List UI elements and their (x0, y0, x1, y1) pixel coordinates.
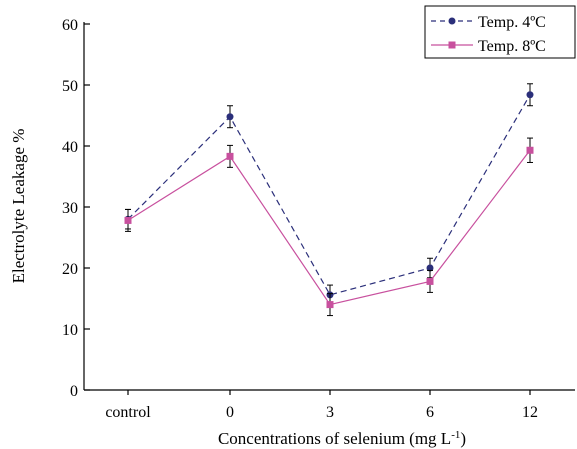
data-point (526, 91, 534, 99)
y-tick-label: 0 (70, 383, 78, 400)
y-tick-label: 10 (62, 322, 78, 339)
data-point (426, 264, 434, 272)
data-point (526, 146, 534, 154)
y-ticks: 0 10 20 30 40 50 60 (62, 17, 90, 400)
legend-box (424, 5, 576, 59)
y-axis-label: Electrolyte Leakage % (9, 129, 28, 284)
x-axis-label: Concentrations of selenium (mg L-1) (218, 429, 466, 448)
data-point (124, 216, 132, 224)
x-axis-label-suffix: ) (460, 429, 466, 448)
data-point (226, 152, 234, 160)
x-ticks: control 0 3 6 12 (105, 390, 538, 421)
y-tick-label: 40 (62, 139, 78, 156)
y-tick-label: 30 (62, 200, 78, 217)
legend-label-8c: Temp. 8ºC (478, 38, 546, 55)
x-tick-label: 0 (226, 404, 234, 421)
legend-marker-8c (448, 41, 456, 49)
series-line (127, 94, 531, 296)
y-tick-label: 60 (62, 17, 78, 34)
series-group-0 (124, 83, 534, 306)
data-point (226, 113, 234, 121)
x-tick-label: 3 (326, 404, 334, 421)
series-line (127, 149, 531, 306)
legend-label-4c: Temp. 4ºC (478, 14, 546, 31)
series-layer (124, 83, 534, 317)
x-tick-label: control (105, 404, 151, 421)
y-tick-label: 50 (62, 78, 78, 95)
x-tick-label: 6 (426, 404, 434, 421)
legend: Temp. 4ºC Temp. 8ºC (424, 5, 576, 59)
series-group-1 (124, 137, 534, 317)
data-point (426, 277, 434, 285)
legend-marker-4c (448, 17, 456, 25)
data-point (326, 301, 334, 309)
x-axis-label-sup: -1 (451, 429, 460, 441)
y-tick-label: 20 (62, 261, 78, 278)
x-axis-label-main: Concentrations of selenium (mg L (218, 429, 451, 448)
x-tick-label: 12 (522, 404, 538, 421)
